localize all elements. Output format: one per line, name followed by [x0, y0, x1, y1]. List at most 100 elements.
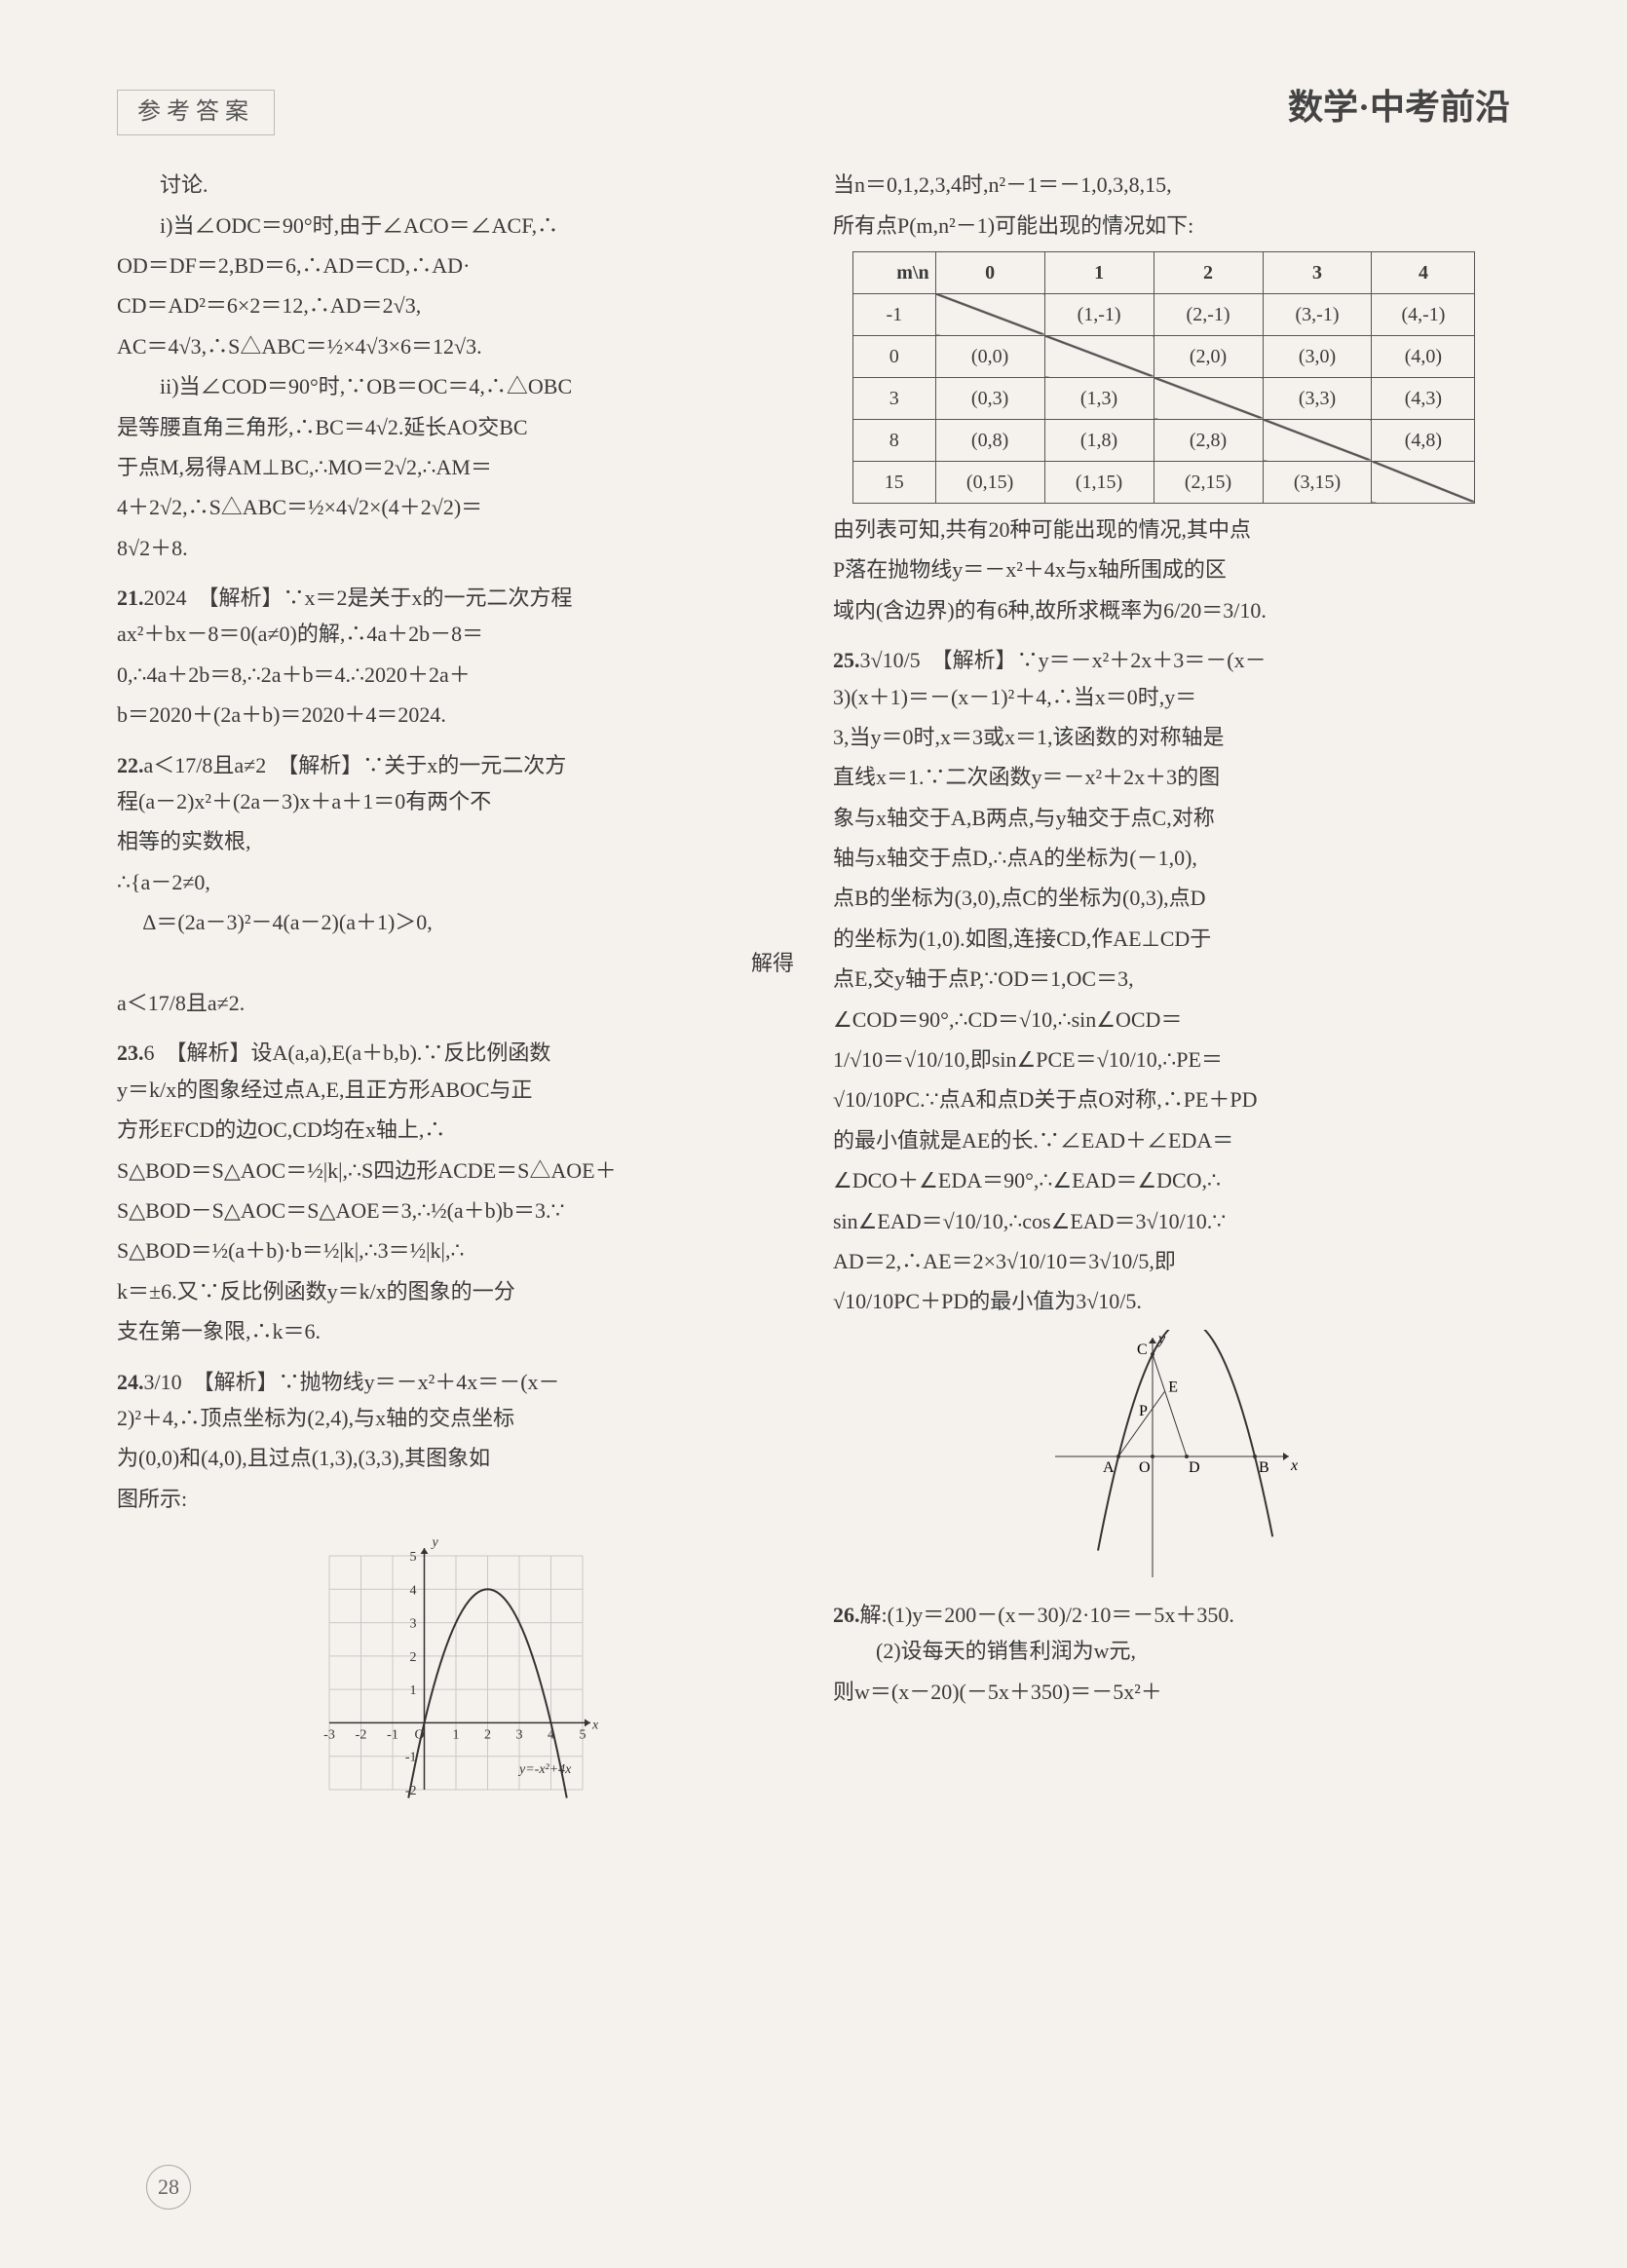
row-label: 3 [853, 377, 936, 419]
q22-num: 22. [117, 753, 144, 777]
q25-l16: AD＝2,∴AE＝2×3√10/10＝3√10/5,即 [833, 1243, 1510, 1279]
table-cell: (0,3) [935, 377, 1044, 419]
p20-i-l3: CD＝AD²＝6×2＝12,∴AD＝2√3, [117, 287, 794, 323]
table-cell: (2,0) [1154, 335, 1263, 377]
q26-num: 26. [833, 1603, 860, 1627]
table-cell: (0,0) [935, 335, 1044, 377]
q21: 21.2024 【解析】∵x＝2是关于x的一元二次方程 ax²＋bx－8＝0(a… [117, 580, 794, 734]
svg-text:1: 1 [409, 1683, 416, 1698]
table-cell: (1,3) [1044, 377, 1154, 419]
svg-text:x: x [1290, 1457, 1298, 1474]
q26: 26.解:(1)y＝200－(x－30)/2·10＝－5x＋350. (2)设每… [833, 1597, 1510, 1710]
table-cell [1263, 419, 1372, 461]
p20-ii-l3: 于点M,易得AM⊥BC,∴MO＝2√2,∴AM＝ [117, 449, 794, 485]
header-left: 参考答案 [117, 90, 275, 135]
table-cell [1372, 461, 1475, 503]
q23-l8: 支在第一象限,∴k＝6. [117, 1313, 794, 1349]
r-p3: 由列表可知,共有20种可能出现的情况,其中点 [833, 511, 1510, 548]
svg-text:5: 5 [579, 1728, 586, 1743]
row-label: -1 [853, 293, 936, 335]
svg-text:5: 5 [409, 1550, 416, 1565]
q23-ans: 6 【解析】设A(a,a),E(a＋b,b).∵反比例函数 [144, 1040, 551, 1065]
table-head: 2 [1154, 251, 1263, 293]
header-right: 数学·中考前沿 [1288, 78, 1510, 137]
corner-label: m\n [896, 256, 928, 289]
q26-l2: (2)设每天的销售利润为w元, [833, 1633, 1510, 1669]
p20-ii-l2: 是等腰直角三角形,∴BC＝4√2.延长AO交BC [117, 409, 794, 445]
svg-text:C: C [1137, 1342, 1148, 1358]
table-row: -1 (1,-1)(2,-1)(3,-1)(4,-1) [853, 293, 1475, 335]
q25-l15: sin∠EAD＝√10/10,∴cos∠EAD＝3√10/10.∵ [833, 1203, 1510, 1239]
svg-text:A: A [1103, 1459, 1115, 1476]
q22-l2: 程(a－2)x²＋(2a－3)x＋a＋1＝0有两个不 [117, 783, 794, 819]
svg-text:-1: -1 [387, 1728, 398, 1743]
q24: 24.3/10 【解析】∵抛物线y＝－x²＋4x＝－(x－ 2)²＋4,∴顶点坐… [117, 1364, 794, 1518]
q25-l14: ∠DCO＋∠EDA＝90°,∴∠EAD＝∠DCO,∴ [833, 1162, 1510, 1198]
q23-num: 23. [117, 1040, 144, 1065]
q23-l6: S△BOD＝½(a＋b)·b＝½|k|,∴3＝½|k|,∴ [117, 1232, 794, 1268]
q26-l3: 则w＝(x－20)(－5x＋350)＝－5x²＋ [833, 1674, 1510, 1710]
q25-l13: 的最小值就是AE的长.∵∠EAD＋∠EDA＝ [833, 1122, 1510, 1158]
q24-parabola-chart: -3-2-112345-2-112345Oxyy=-x²+4x [117, 1527, 794, 1819]
table-cell: (1,8) [1044, 419, 1154, 461]
content-columns: 讨论. i)当∠ODC＝90°时,由于∠ACO＝∠ACF,∴ OD＝DF＝2,B… [117, 167, 1510, 1829]
q24-l2: 2)²＋4,∴顶点坐标为(2,4),与x轴的交点坐标 [117, 1400, 794, 1436]
table-head-row: m\n 0 1 2 3 4 [853, 251, 1475, 293]
table-head: 4 [1372, 251, 1475, 293]
table-cell: (4,-1) [1372, 293, 1475, 335]
probability-table: m\n 0 1 2 3 4 -1 (1,-1)(2,-1)(3,-1)(4,-1… [852, 251, 1475, 504]
q23-l7: k＝±6.又∵反比例函数y＝k/x的图象的一分 [117, 1273, 794, 1309]
q23-l5: S△BOD－S△AOC＝S△AOE＝3,∴½(a＋b)b＝3.∵ [117, 1192, 794, 1228]
q22-ans: a＜17/8且a≠2 【解析】∵关于x的一元二次方 [144, 753, 567, 777]
table-cell: (2,8) [1154, 419, 1263, 461]
table-cell: (3,3) [1263, 377, 1372, 419]
q22-l4: ∴{a－2≠0, [117, 864, 794, 900]
page-number: 28 [146, 2165, 191, 2210]
q25: 25.3√10/5 【解析】∵y＝－x²＋2x＋3＝－(x－ 3)(x＋1)＝－… [833, 642, 1510, 1320]
p20-i-l4: AC＝4√3,∴S△ABC＝½×4√3×6＝12√3. [117, 328, 794, 364]
q25-l4: 直线x＝1.∵二次函数y＝－x²＋2x＋3的图 [833, 759, 1510, 795]
q23-l4: S△BOD＝S△AOC＝½|k|,∴S四边形ACDE＝S△AOE＋ [117, 1153, 794, 1189]
q25-parabola-diagram: xyEPABCDO [833, 1330, 1510, 1583]
q23: 23.6 【解析】设A(a,a),E(a＋b,b).∵反比例函数 y＝k/x的图… [117, 1035, 794, 1349]
q25-num: 25. [833, 648, 860, 672]
p20-i-l1: i)当∠ODC＝90°时,由于∠ACO＝∠ACF,∴ [117, 208, 794, 244]
table-cell: (3,-1) [1263, 293, 1372, 335]
svg-text:3: 3 [515, 1728, 522, 1743]
q25-l10: ∠COD＝90°,∴CD＝√10,∴sin∠OCD＝ [833, 1002, 1510, 1038]
q25-l9: 点E,交y轴于点P,∵OD＝1,OC＝3, [833, 961, 1510, 997]
q25-l2: 3)(x＋1)＝－(x－1)²＋4,∴当x＝0时,y＝ [833, 679, 1510, 715]
svg-text:D: D [1189, 1459, 1200, 1476]
svg-text:1: 1 [452, 1728, 459, 1743]
parabola-chart-svg: -3-2-112345-2-112345Oxyy=-x²+4x [300, 1527, 612, 1819]
table-corner: m\n [853, 251, 936, 293]
svg-text:y=-x²+4x: y=-x²+4x [517, 1762, 572, 1777]
row-label: 8 [853, 419, 936, 461]
svg-text:y: y [430, 1535, 438, 1550]
q26-ans: 解:(1)y＝200－(x－30)/2·10＝－5x＋350. [860, 1603, 1234, 1627]
svg-text:E: E [1168, 1379, 1178, 1395]
q21-num: 21. [117, 586, 144, 610]
table-cell [1044, 335, 1154, 377]
table-head: 0 [935, 251, 1044, 293]
svg-text:3: 3 [409, 1617, 416, 1632]
q25-l11: 1/√10＝√10/10,即sin∠PCE＝√10/10,∴PE＝ [833, 1041, 1510, 1077]
p20-ii-l4: 4＋2√2,∴S△ABC＝½×4√2×(4＋2√2)＝ [117, 489, 794, 525]
svg-text:-3: -3 [323, 1728, 335, 1743]
left-column: 讨论. i)当∠ODC＝90°时,由于∠ACO＝∠ACF,∴ OD＝DF＝2,B… [117, 167, 794, 1829]
table-head: 3 [1263, 251, 1372, 293]
svg-text:2: 2 [484, 1728, 491, 1743]
q24-num: 24. [117, 1370, 144, 1394]
svg-text:P: P [1139, 1403, 1148, 1419]
svg-text:2: 2 [409, 1650, 416, 1665]
table-cell: (3,15) [1263, 461, 1372, 503]
right-column: 当n＝0,1,2,3,4时,n²－1＝－1,0,3,8,15, 所有点P(m,n… [833, 167, 1510, 1829]
table-row: 0(0,0) (2,0)(3,0)(4,0) [853, 335, 1475, 377]
table-row: 3(0,3)(1,3) (3,3)(4,3) [853, 377, 1475, 419]
q25-l12: √10/10PC.∵点A和点D关于点O对称,∴PE＋PD [833, 1081, 1510, 1117]
svg-text:x: x [591, 1719, 599, 1733]
svg-text:B: B [1259, 1459, 1269, 1476]
q22-l6: 解得 [117, 945, 794, 981]
p20-ii-l1: ii)当∠COD＝90°时,∵OB＝OC＝4,∴△OBC [117, 368, 794, 404]
q24-ans: 3/10 【解析】∵抛物线y＝－x²＋4x＝－(x－ [144, 1370, 560, 1394]
